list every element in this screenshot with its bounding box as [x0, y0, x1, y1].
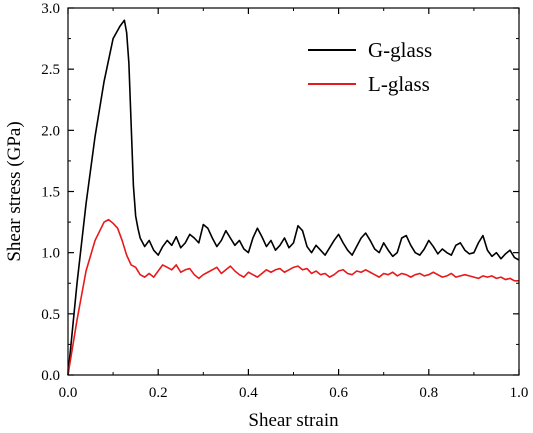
- axis-ticks: [67, 7, 520, 376]
- series-line-l-glass: [67, 218, 519, 376]
- y-tick-label: 0.0: [41, 368, 60, 384]
- x-tick-label: 0.8: [419, 385, 438, 401]
- x-tick-label: 1.0: [510, 385, 529, 401]
- x-tick-label: 0.6: [329, 385, 348, 401]
- axis-tick-labels: 0.0 0.2 0.4 0.6 0.8 1.0 0.0 0.5 1.0 1.5 2.0 2.5 3.0: [41, 1, 528, 401]
- y-axis-title: Shear stress (GPa): [4, 121, 25, 261]
- series-line-g-glass: [67, 19, 520, 376]
- legend-label-g-glass: G-glass: [368, 38, 432, 62]
- y-tick-label: 1.0: [41, 246, 60, 262]
- y-tick-label: 0.5: [41, 307, 60, 323]
- y-tick-label: 2.0: [41, 123, 60, 139]
- plot-frame: [67, 7, 520, 376]
- x-tick-label: 0.4: [239, 385, 258, 401]
- x-axis-title: Shear strain: [248, 410, 339, 431]
- x-tick-label: 0.0: [59, 385, 78, 401]
- y-tick-label: 3.0: [41, 1, 60, 17]
- legend-label-l-glass: L-glass: [368, 72, 430, 96]
- legend: G-glass L-glass: [308, 38, 432, 96]
- y-tick-label: 2.5: [41, 62, 60, 78]
- y-tick-label: 1.5: [41, 185, 60, 201]
- plot-lines: [67, 19, 520, 376]
- x-tick-label: 0.2: [149, 385, 168, 401]
